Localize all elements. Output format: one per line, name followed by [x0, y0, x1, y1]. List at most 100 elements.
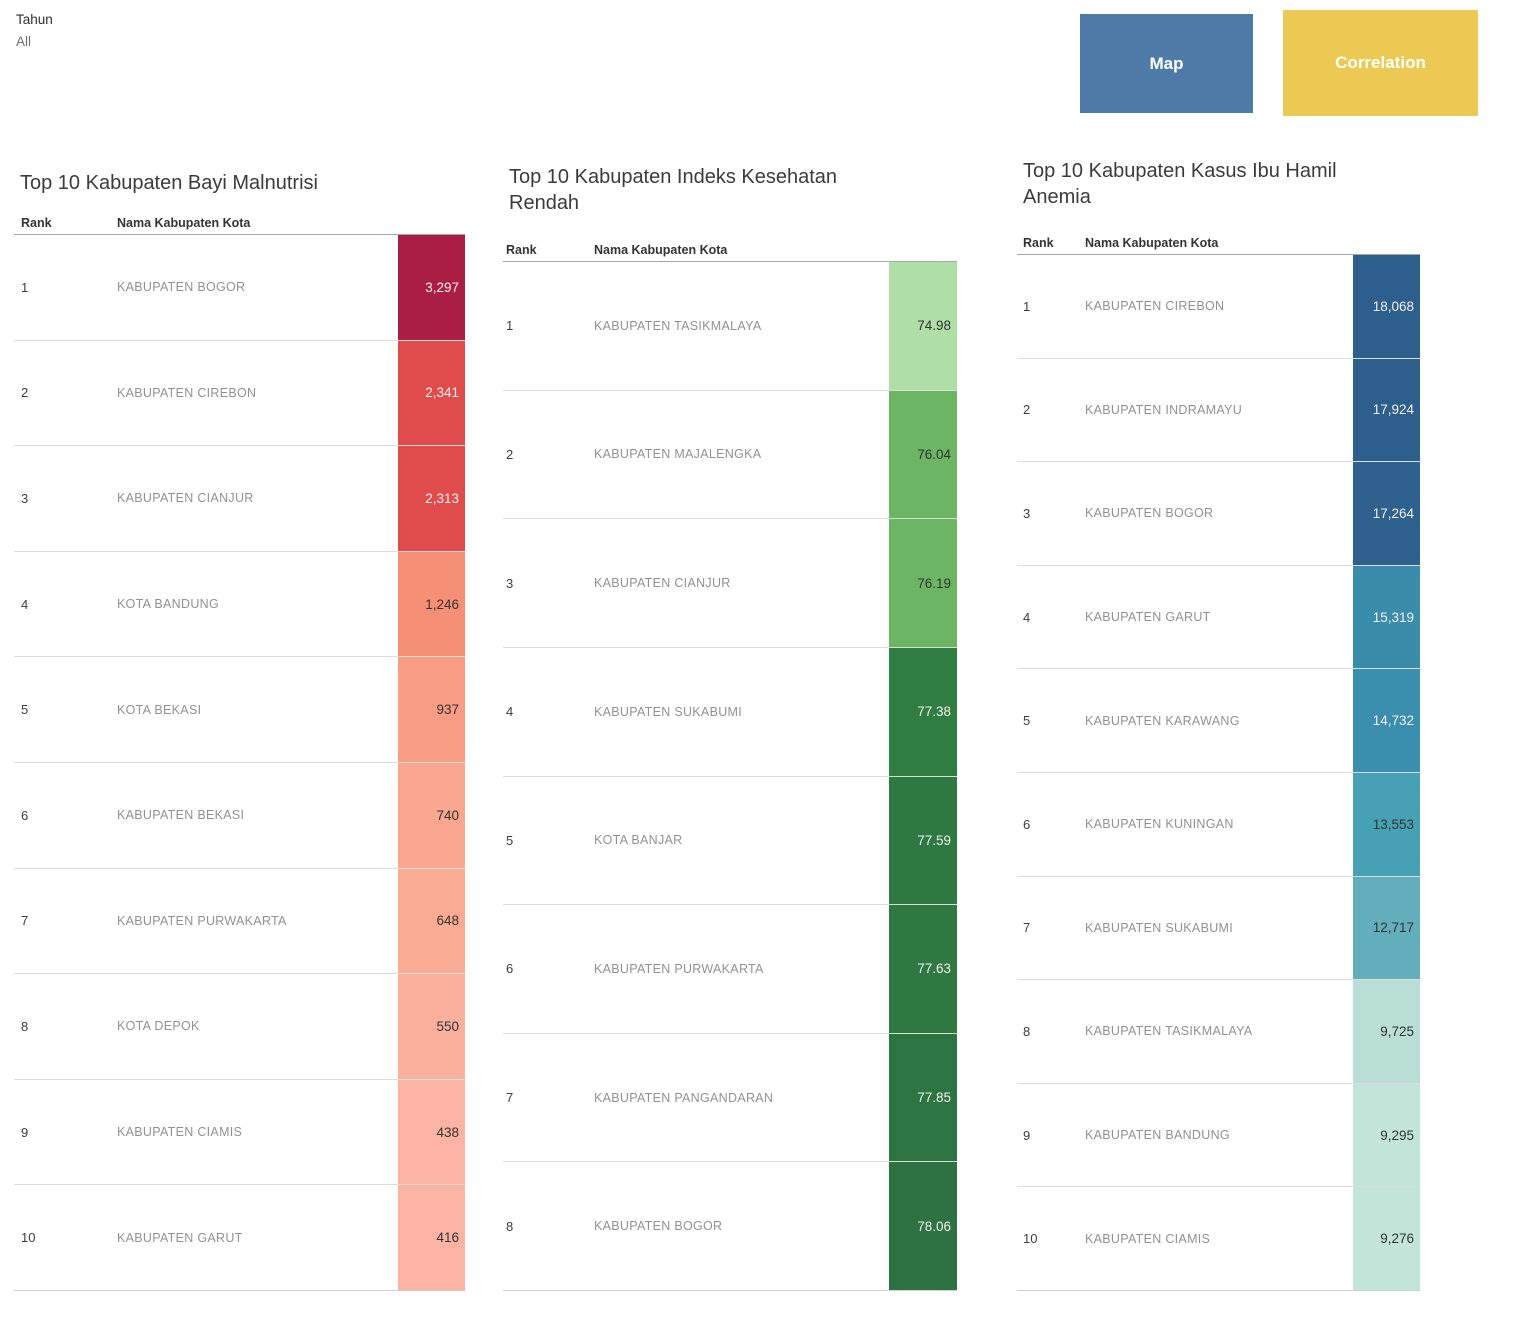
table-row[interactable]: 4 KOTA BANDUNG 1,246: [14, 550, 465, 657]
table-row[interactable]: 1 KABUPATEN TASIKMALAYA 74.98: [503, 262, 957, 390]
page-title: Top 10 Kabupaten Indeks Kesehatan Rendah: [509, 166, 838, 214]
row-value: 76.04: [917, 446, 951, 462]
table-row[interactable]: 8 KABUPATEN BOGOR 78.06: [503, 1161, 957, 1290]
value-bar[interactable]: 76.19: [889, 519, 957, 647]
column-header-name[interactable]: Nama Kabupaten Kota: [1085, 236, 1219, 250]
table-row[interactable]: 5 KOTA BEKASI 937: [14, 656, 465, 762]
row-rank: 7: [21, 913, 29, 929]
table-row[interactable]: 4 KABUPATEN GARUT 15,319: [1017, 564, 1420, 669]
value-bar[interactable]: 14,732: [1353, 669, 1420, 772]
table-row[interactable]: 9 KABUPATEN CIAMIS 438: [14, 1078, 465, 1185]
table-row[interactable]: 9 KABUPATEN BANDUNG 9,295: [1017, 1082, 1420, 1187]
table-rows: 1 KABUPATEN TASIKMALAYA 74.98 2 KABUPATEN MA…: [503, 262, 957, 1291]
row-name: KABUPATEN PURWAKARTA: [594, 961, 764, 976]
row-name: KABUPATEN BOGOR: [117, 280, 246, 295]
value-bar[interactable]: 937: [398, 657, 465, 762]
row-name: KABUPATEN GARUT: [117, 1230, 243, 1245]
table-row[interactable]: 3 KABUPATEN BOGOR 17,264: [1017, 461, 1420, 565]
row-name: KOTA BANDUNG: [117, 597, 219, 612]
row-value: 648: [436, 913, 459, 929]
value-bar[interactable]: 13,553: [1353, 772, 1420, 876]
row-rank: 4: [1023, 609, 1031, 625]
value-bar[interactable]: 648: [398, 868, 465, 974]
row-value: 12,717: [1372, 920, 1414, 936]
row-name: KABUPATEN PANGANDARAN: [594, 1090, 774, 1105]
table-row[interactable]: 5 KABUPATEN KARAWANG 14,732: [1017, 668, 1420, 772]
table-row[interactable]: 4 KABUPATEN SUKABUMI 77.38: [503, 646, 957, 776]
value-bar[interactable]: 416: [398, 1185, 465, 1290]
value-bar[interactable]: 2,341: [398, 340, 465, 446]
table-row[interactable]: 2 KABUPATEN INDRAMAYU 17,924: [1017, 357, 1420, 462]
value-bar[interactable]: 2,313: [398, 446, 465, 551]
row-rank: 5: [506, 832, 514, 848]
table-row[interactable]: 8 KOTA DEPOK 550: [14, 973, 465, 1079]
table-row[interactable]: 7 KABUPATEN SUKABUMI 12,717: [1017, 875, 1420, 980]
table-row[interactable]: 7 KABUPATEN PURWAKARTA 648: [14, 867, 465, 974]
row-value: 2,341: [425, 385, 459, 401]
row-rank: 8: [21, 1018, 29, 1034]
value-bar[interactable]: 78.06: [889, 1162, 957, 1290]
column-header-name[interactable]: Nama Kabupaten Kota: [594, 243, 728, 257]
value-bar[interactable]: 17,264: [1353, 462, 1420, 565]
table-row[interactable]: 1 KABUPATEN BOGOR 3,297: [14, 235, 465, 340]
table-row[interactable]: 3 KABUPATEN CIANJUR 2,313: [14, 445, 465, 551]
row-rank: 3: [1023, 505, 1031, 521]
value-bar[interactable]: 740: [398, 762, 465, 868]
map-button[interactable]: Map: [1080, 14, 1253, 113]
table-row[interactable]: 3 KABUPATEN CIANJUR 76.19: [503, 518, 957, 647]
table-row[interactable]: 6 KABUPATEN PURWAKARTA 77.63: [503, 904, 957, 1033]
row-rank: 10: [21, 1230, 36, 1246]
row-name: KABUPATEN INDRAMAYU: [1085, 402, 1243, 417]
row-value: 438: [436, 1124, 459, 1140]
correlation-button[interactable]: Correlation: [1283, 10, 1478, 116]
value-bar[interactable]: 9,295: [1353, 1083, 1420, 1187]
column-header-name[interactable]: Nama Kabupaten Kota: [117, 216, 251, 230]
row-rank: 9: [1023, 1127, 1031, 1143]
table-row[interactable]: 10 KABUPATEN GARUT 416: [14, 1184, 465, 1290]
column-headers: Rank Nama Kabupaten Kota: [14, 216, 465, 235]
value-bar[interactable]: 9,276: [1353, 1187, 1420, 1290]
table-row[interactable]: 1 KABUPATEN CIREBON 18,068: [1017, 255, 1420, 358]
row-name: KABUPATEN TASIKMALAYA: [594, 318, 762, 333]
panel-ibu-hamil-anemia: Top 10 Kabupaten Kasus Ibu Hamil Anemia …: [1017, 158, 1420, 1291]
value-bar[interactable]: 77.38: [889, 647, 957, 776]
row-name: KABUPATEN PURWAKARTA: [117, 913, 287, 928]
row-name: KABUPATEN CIANJUR: [117, 491, 254, 506]
value-bar[interactable]: 15,319: [1353, 565, 1420, 669]
value-bar[interactable]: 3,297: [398, 235, 465, 340]
value-bar[interactable]: 12,717: [1353, 876, 1420, 980]
filter-value-dropdown[interactable]: All: [16, 34, 32, 49]
value-bar[interactable]: 438: [398, 1079, 465, 1185]
row-rank: 7: [1023, 920, 1031, 936]
table-row[interactable]: 2 KABUPATEN MAJALENGKA 76.04: [503, 389, 957, 519]
value-bar[interactable]: 77.59: [889, 776, 957, 905]
table-row[interactable]: 8 KABUPATEN TASIKMALAYA 9,725: [1017, 979, 1420, 1083]
value-bar[interactable]: 1,246: [398, 551, 465, 657]
value-bar[interactable]: 18,068: [1353, 255, 1420, 358]
value-bar[interactable]: 77.63: [889, 905, 957, 1033]
table-row[interactable]: 7 KABUPATEN PANGANDARAN 77.85: [503, 1032, 957, 1162]
value-bar[interactable]: 74.98: [889, 262, 957, 390]
row-value: 1,246: [425, 596, 459, 612]
column-header-rank[interactable]: Rank: [1023, 236, 1054, 250]
row-name: KABUPATEN CIANJUR: [594, 576, 731, 591]
table-row[interactable]: 5 KOTA BANJAR 77.59: [503, 775, 957, 905]
row-rank: 3: [21, 490, 29, 506]
column-header-rank[interactable]: Rank: [506, 243, 537, 257]
value-bar[interactable]: 9,725: [1353, 980, 1420, 1083]
value-bar[interactable]: 550: [398, 974, 465, 1079]
row-rank: 6: [1023, 816, 1031, 832]
column-header-rank[interactable]: Rank: [21, 216, 52, 230]
row-rank: 4: [21, 596, 29, 612]
row-value: 77.38: [917, 704, 951, 720]
value-bar[interactable]: 17,924: [1353, 358, 1420, 462]
table-row[interactable]: 6 KABUPATEN BEKASI 740: [14, 761, 465, 868]
table-row[interactable]: 10 KABUPATEN CIAMIS 9,276: [1017, 1186, 1420, 1290]
table-row[interactable]: 6 KABUPATEN KUNINGAN 13,553: [1017, 771, 1420, 876]
table-row[interactable]: 2 KABUPATEN CIREBON 2,341: [14, 339, 465, 446]
row-value: 78.06: [917, 1218, 951, 1234]
row-name: KABUPATEN SUKABUMI: [594, 704, 743, 719]
value-bar[interactable]: 77.85: [889, 1033, 957, 1162]
value-bar[interactable]: 76.04: [889, 390, 957, 519]
